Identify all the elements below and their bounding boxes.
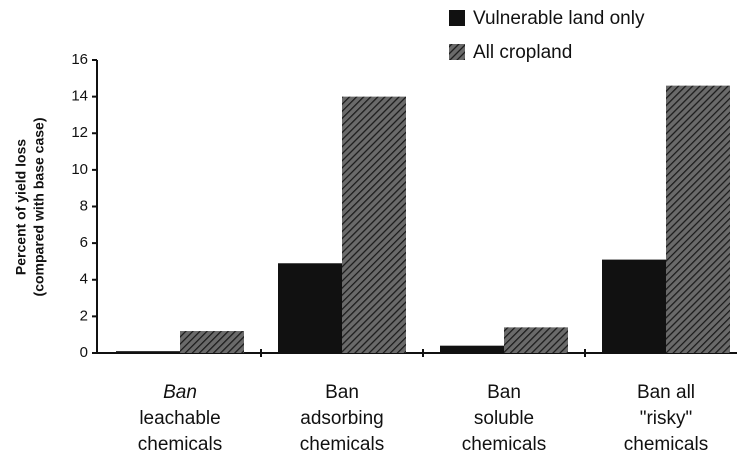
y-tick-label: 12 bbox=[71, 124, 88, 141]
y-axis-label: Percent of yield loss bbox=[13, 139, 29, 275]
bar bbox=[440, 345, 504, 353]
legend-label: Vulnerable land only bbox=[473, 8, 645, 29]
y-tick-label: 0 bbox=[80, 344, 88, 361]
x-tick-label: Ban leachable chemicals bbox=[138, 382, 222, 455]
x-tick-label: Ban soluble chemicals bbox=[462, 382, 546, 455]
bar bbox=[278, 263, 342, 353]
bar bbox=[666, 85, 730, 353]
y-tick-label: 6 bbox=[80, 234, 88, 251]
bar bbox=[180, 331, 244, 353]
bar bbox=[504, 327, 568, 353]
x-tick-label: Ban all "risky" chemicals bbox=[624, 382, 708, 455]
bar bbox=[116, 351, 180, 353]
bar bbox=[342, 96, 406, 353]
legend-swatch bbox=[449, 44, 465, 60]
y-tick-label: 2 bbox=[80, 307, 88, 324]
bar bbox=[602, 259, 666, 353]
y-tick-label: 16 bbox=[71, 51, 88, 68]
y-tick-label: 8 bbox=[80, 197, 88, 214]
legend-label: All cropland bbox=[473, 42, 572, 63]
y-tick-label: 14 bbox=[71, 88, 88, 105]
y-tick-label: 10 bbox=[71, 161, 88, 178]
y-axis-label: (compared with base case) bbox=[31, 118, 47, 297]
legend-swatch bbox=[449, 10, 465, 26]
y-tick-label: 4 bbox=[80, 271, 88, 288]
x-tick-label: Ban adsorbing chemicals bbox=[300, 382, 384, 455]
